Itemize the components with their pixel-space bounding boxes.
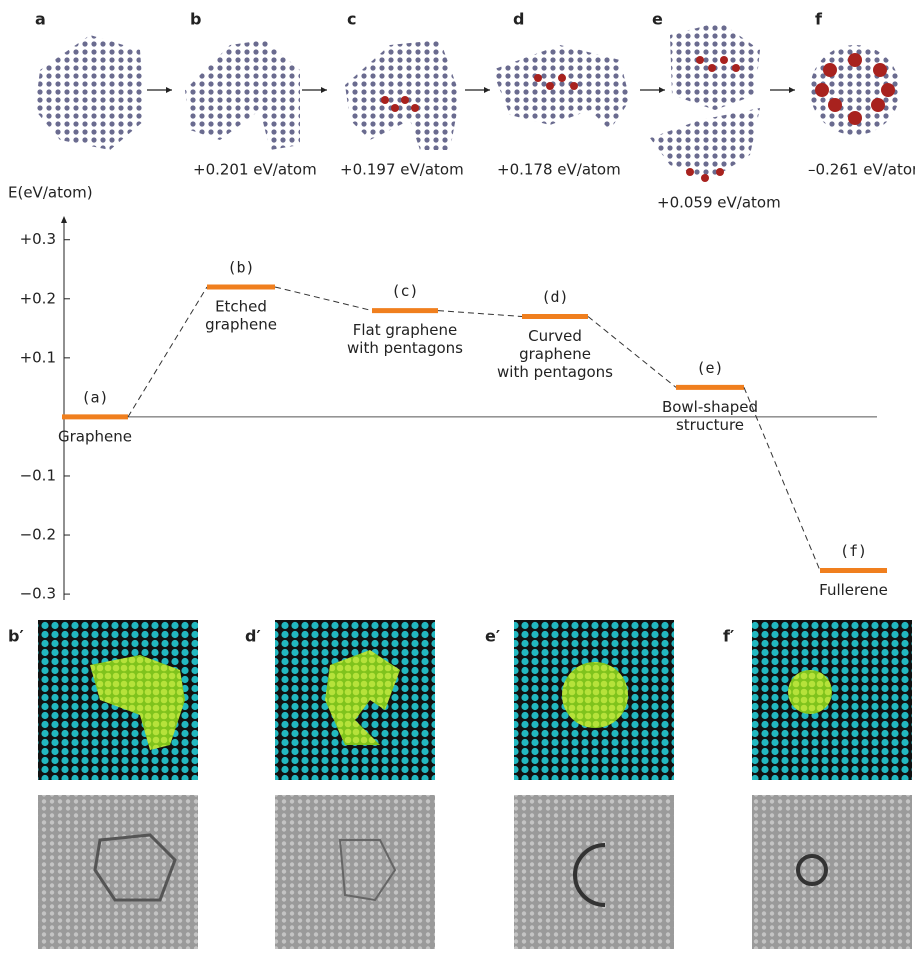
panel-letter: d — [513, 10, 524, 29]
pentagon-atom — [686, 168, 694, 176]
flake — [90, 655, 185, 750]
level-name: with pentagons — [497, 363, 613, 381]
pentagon-atom — [701, 174, 709, 182]
level-label: (a) — [81, 388, 108, 406]
pentagon-atom — [696, 56, 704, 64]
pentagon-atom — [716, 168, 724, 176]
panel-letter: b — [190, 10, 201, 29]
connector — [587, 316, 677, 388]
energy-label: +0.059 eV/atom — [657, 194, 781, 212]
pentagon-atom — [391, 104, 399, 112]
arrow-head — [321, 87, 327, 93]
simulation-image — [752, 620, 912, 780]
fullerene-atom — [815, 83, 829, 97]
y-tick-label: +0.3 — [20, 230, 56, 248]
arrow-head — [484, 87, 490, 93]
arrow-head — [789, 87, 795, 93]
tem-feature — [796, 854, 828, 886]
fullerene-atom — [881, 83, 895, 97]
connector — [743, 387, 821, 571]
flake — [788, 670, 832, 714]
connector — [127, 286, 208, 418]
tem-image — [514, 795, 674, 949]
tem-feature — [93, 833, 177, 902]
fullerene-atom — [871, 98, 885, 112]
level-label: (c) — [391, 282, 418, 300]
fullerene-atom — [848, 53, 862, 67]
y-axis-label: E(eV/atom) — [8, 184, 93, 202]
energy-label: +0.197 eV/atom — [340, 161, 464, 179]
panel-letter: c — [347, 10, 356, 29]
y-tick-label: −0.3 — [20, 585, 56, 603]
energy-label: +0.178 eV/atom — [497, 161, 621, 179]
molecule — [492, 45, 630, 130]
arrow-head — [659, 87, 665, 93]
level-name: Fullerene — [819, 581, 888, 599]
image-label: b′ — [8, 627, 24, 646]
level-name: graphene — [205, 315, 277, 333]
tem-image — [752, 795, 912, 949]
level-name: Graphene — [58, 427, 132, 445]
level-name: Etched — [215, 297, 267, 315]
fullerene-atom — [873, 63, 887, 77]
level-label: (f) — [840, 542, 867, 560]
molecule — [650, 108, 760, 180]
tem-image — [275, 795, 435, 949]
panel-letter: e — [652, 10, 663, 29]
flake — [562, 662, 628, 728]
pentagon-atom — [534, 74, 542, 82]
arrow-head — [166, 87, 172, 93]
pentagon-atom — [411, 104, 419, 112]
pentagon-atom — [720, 56, 728, 64]
tem-feature — [338, 839, 397, 902]
level-name: Curved — [528, 327, 582, 345]
tem-image — [38, 795, 198, 949]
fullerene-atom — [828, 98, 842, 112]
molecule — [185, 40, 300, 150]
panel-letter: a — [35, 10, 46, 29]
y-tick-label: −0.1 — [20, 466, 56, 484]
level-label: (e) — [696, 359, 723, 377]
pentagon-atom — [558, 74, 566, 82]
pentagon-atom — [732, 64, 740, 72]
energy-label: –0.261 eV/atom — [808, 161, 915, 179]
y-tick-label: +0.2 — [20, 289, 56, 307]
connector — [274, 286, 373, 312]
fullerene-atom — [823, 63, 837, 77]
molecule — [345, 40, 460, 150]
image-label: d′ — [245, 627, 261, 646]
y-tick-label: −0.2 — [20, 526, 56, 544]
pentagon-atom — [570, 82, 578, 90]
level-name: Bowl-shaped — [662, 398, 758, 416]
pentagon-atom — [401, 96, 409, 104]
level-name: Flat graphene — [353, 321, 458, 339]
axis-arrow — [61, 216, 67, 223]
image-label: f′ — [723, 627, 734, 646]
level-label: (b) — [227, 258, 254, 276]
y-tick-label: +0.1 — [20, 348, 56, 366]
level-name: with pentagons — [347, 339, 463, 357]
image-label: e′ — [485, 627, 500, 646]
level-name: structure — [676, 416, 744, 434]
molecule — [35, 35, 145, 150]
tem-feature — [573, 843, 606, 907]
level-label: (d) — [541, 288, 568, 306]
level-name: graphene — [519, 345, 591, 363]
flake — [325, 650, 400, 745]
connector — [437, 310, 523, 317]
fullerene-atom — [848, 111, 862, 125]
energy-label: +0.201 eV/atom — [193, 161, 317, 179]
pentagon-atom — [546, 82, 554, 90]
panel-letter: f — [815, 10, 823, 29]
pentagon-atom — [708, 64, 716, 72]
pentagon-atom — [381, 96, 389, 104]
